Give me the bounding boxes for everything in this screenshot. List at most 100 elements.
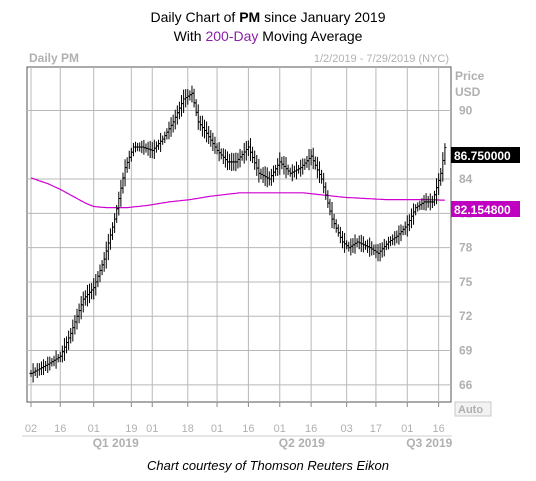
price-bar [194, 99, 198, 117]
price-bar [100, 260, 104, 276]
price-bar [31, 363, 35, 383]
price-bar [319, 169, 324, 184]
price-bar [131, 142, 136, 157]
price-bar [326, 190, 330, 208]
x-tick-label: 16 [433, 423, 445, 435]
price-bar [159, 132, 163, 153]
price-bar [336, 224, 340, 237]
ma-value-badge [451, 201, 520, 217]
quarter-label: Q1 2019 [93, 436, 139, 450]
price-bar [370, 241, 374, 256]
price-bar [108, 228, 113, 250]
price-bar [163, 131, 167, 144]
price-bar [117, 191, 121, 216]
price-bar [273, 164, 278, 177]
price-bar [39, 361, 44, 376]
price-bar [236, 152, 240, 169]
price-bar [190, 85, 194, 103]
title-ticker: PM [239, 9, 261, 25]
title-suffix: since January 2019 [260, 9, 386, 25]
price-bar [294, 161, 299, 180]
price-bar [322, 172, 326, 194]
price-bar [240, 150, 244, 161]
price-bar [169, 117, 173, 137]
price-bar [317, 161, 322, 183]
date-range-label: 1/2/2019 - 7/29/2019 (NYC) [314, 53, 449, 65]
x-tick-label: 01 [211, 423, 223, 435]
title-line-2: With 200-Day Moving Average [0, 27, 536, 46]
x-tick-label: 01 [274, 423, 286, 435]
price-bar [422, 195, 426, 211]
price-bar [374, 244, 378, 259]
quarter-label: Q2 2019 [279, 436, 325, 450]
price-bar [60, 345, 64, 363]
price-bar [349, 238, 353, 256]
price-bar [378, 243, 382, 262]
price-bar [443, 143, 447, 165]
panel-title: Daily PM [29, 51, 79, 65]
price-bar [113, 213, 117, 233]
price-bar [328, 198, 332, 216]
price-bar [288, 167, 292, 177]
price-bar [125, 157, 129, 173]
price-bar [98, 264, 102, 283]
price-bar [437, 173, 441, 195]
price-bar [395, 230, 399, 244]
price-bar [441, 152, 445, 182]
price-bar [340, 230, 345, 249]
price-bar [282, 156, 286, 175]
price-bar [75, 308, 79, 330]
price-bar [221, 148, 225, 165]
price-bar [165, 128, 169, 140]
price-badges: 86.750000 82.154800 [451, 147, 520, 217]
price-bar [334, 219, 338, 233]
price-bar [62, 337, 67, 361]
price-bar [110, 222, 115, 240]
price-bar [313, 156, 317, 170]
price-bar [303, 158, 307, 170]
price-bar [184, 89, 188, 108]
price-bar [324, 182, 328, 200]
last-price-badge [451, 147, 520, 163]
price-bar [37, 363, 41, 376]
price-bar [121, 172, 125, 194]
price-bar [167, 121, 171, 140]
price-bar [87, 283, 92, 304]
scale-mode-label[interactable]: Auto [458, 404, 483, 416]
price-bar [173, 109, 177, 130]
price-bar [388, 236, 393, 247]
last-price-label: 86.750000 [454, 149, 511, 163]
price-bar [284, 157, 288, 179]
price-bar [152, 139, 156, 159]
price-bar [338, 226, 342, 244]
price-bar [219, 148, 223, 160]
x-tick-label: 02 [25, 423, 37, 435]
y-tick-label: 84 [459, 172, 473, 186]
price-bar [209, 130, 213, 147]
price-bar [211, 132, 215, 151]
price-bar [259, 168, 263, 180]
price-bar [286, 164, 290, 176]
price-bar [263, 166, 267, 187]
y-tick-label: 69 [459, 344, 473, 358]
scale-mode-box[interactable] [454, 401, 492, 417]
price-bar [332, 213, 336, 229]
price-bar [439, 168, 443, 186]
chart-credit: Chart courtesy of Thomson Reuters Eikon [146, 458, 390, 473]
price-bar [355, 238, 359, 248]
price-bars [29, 85, 447, 383]
price-bar [127, 150, 131, 170]
price-bar [69, 327, 73, 344]
x-tick-label: 18 [182, 423, 194, 435]
price-bar [305, 155, 309, 168]
price-bar [250, 146, 255, 164]
price-bar [271, 165, 276, 183]
price-bar [123, 159, 127, 187]
axis-labels: Daily PM 1/2/2019 - 7/29/2019 (NYC) Pric… [22, 51, 492, 450]
price-bar [248, 138, 253, 162]
price-bar [129, 147, 133, 162]
x-tick-label: 16 [54, 423, 66, 435]
price-bar [253, 150, 257, 170]
price-bar [409, 208, 414, 229]
price-bar [192, 88, 196, 108]
